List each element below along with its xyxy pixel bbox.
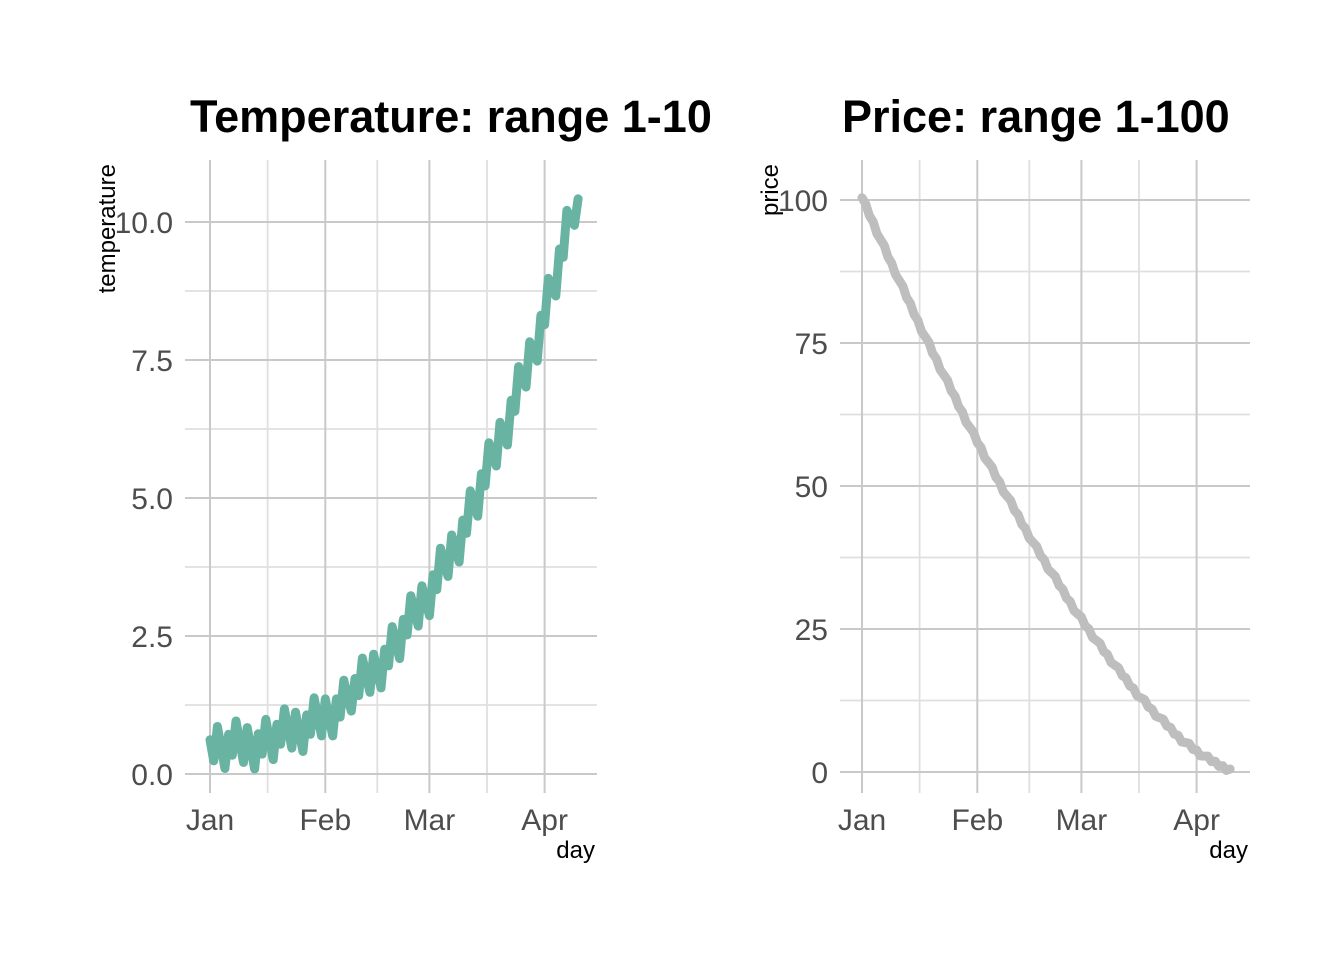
price-y-tick-label: 0	[811, 757, 828, 790]
temperature-y-tick-label: 5.0	[131, 483, 173, 516]
price-y-tick-label: 75	[795, 328, 828, 361]
temperature-x-tick-label: Jan	[186, 804, 234, 837]
price-chart-panel: Price: range 1-100 price day 0 25 50 75 100 J…	[757, 91, 1250, 864]
temperature-series-line	[205, 194, 583, 774]
temperature-chart-panel: Temperature: range 1-10 temperature day …	[94, 91, 712, 864]
temperature-y-tick-label: 0.0	[131, 759, 173, 792]
temperature-y-tick-label: 2.5	[131, 621, 173, 654]
price-y-axis-title: price	[757, 164, 784, 216]
temperature-x-axis-title: day	[556, 837, 595, 864]
temperature-x-tick-label: Apr	[521, 804, 568, 837]
price-y-tick-label: 25	[795, 614, 828, 647]
price-chart-title: Price: range 1-100	[842, 91, 1230, 142]
temperature-y-axis-title: temperature	[94, 164, 121, 293]
temperature-y-tick-label: 7.5	[131, 345, 173, 378]
price-y-tick-label: 50	[795, 471, 828, 504]
price-x-axis-title: day	[1209, 837, 1248, 864]
temperature-y-tick-label: 10.0	[115, 207, 173, 240]
price-y-tick-label: 100	[778, 185, 828, 218]
price-x-tick-label: Mar	[1056, 804, 1108, 837]
temperature-x-tick-label: Feb	[299, 804, 351, 837]
temperature-chart-title: Temperature: range 1-10	[190, 91, 712, 142]
price-x-tick-label: Apr	[1173, 804, 1220, 837]
price-series-line	[857, 193, 1235, 775]
price-x-tick-label: Jan	[838, 804, 886, 837]
temperature-x-tick-label: Mar	[404, 804, 456, 837]
price-x-tick-label: Feb	[951, 804, 1003, 837]
